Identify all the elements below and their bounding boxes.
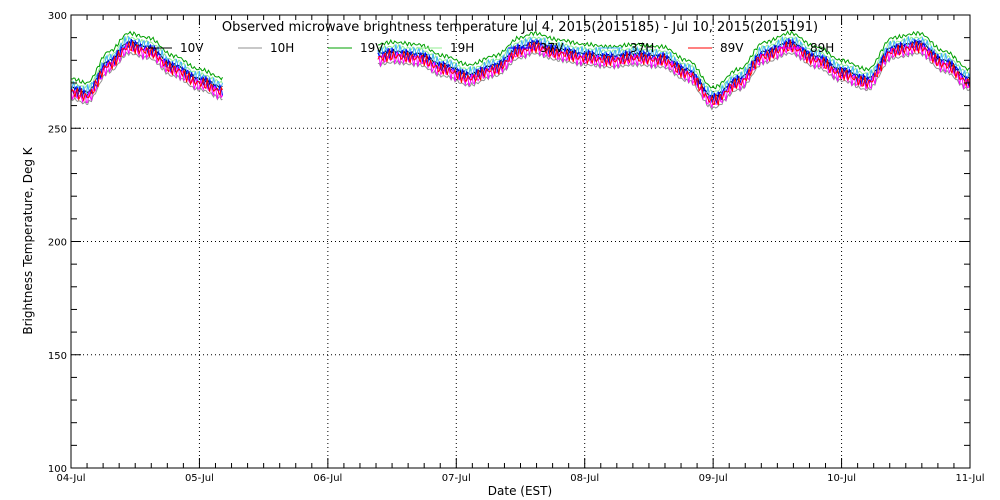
y-tick-label: 300 bbox=[48, 11, 67, 22]
legend-label-19h: 19H bbox=[450, 41, 474, 55]
legend: 10V 10H 19V 19H 37V 37H 89V 89H bbox=[148, 41, 834, 55]
x-tick-label: 09-Jul bbox=[699, 473, 728, 484]
y-tick-label: 250 bbox=[48, 124, 67, 135]
legend-label-89v: 89V bbox=[720, 41, 744, 55]
series-line-19h bbox=[70, 35, 971, 95]
legend-label-19v: 19V bbox=[360, 41, 384, 55]
y-tick-label: 200 bbox=[48, 238, 67, 249]
legend-label-89h: 89H bbox=[810, 41, 834, 55]
x-axis-title: Date (EST) bbox=[488, 484, 552, 498]
axis-ticks: 100 150 200 250 300 04-Jul 05-Jul 06-Jul 07-Jul 0… bbox=[48, 11, 985, 484]
x-tick-label: 06-Jul bbox=[313, 473, 342, 484]
series-line-19v bbox=[70, 30, 971, 90]
x-tick-label: 08-Jul bbox=[570, 473, 599, 484]
legend-label-10h: 10H bbox=[270, 41, 294, 55]
y-tick-label: 150 bbox=[48, 351, 67, 362]
x-tick-label: 04-Jul bbox=[57, 473, 86, 484]
series-layer bbox=[70, 30, 971, 111]
legend-label-10v: 10V bbox=[180, 41, 204, 55]
x-tick-label: 07-Jul bbox=[442, 473, 471, 484]
x-tick-label: 10-Jul bbox=[827, 473, 856, 484]
y-tick-label: 100 bbox=[48, 464, 67, 475]
y-axis-title: Brightness Temperature, Deg K bbox=[21, 146, 35, 334]
legend-label-37h: 37H bbox=[630, 41, 654, 55]
x-tick-label: 05-Jul bbox=[185, 473, 214, 484]
legend-label-37v: 37V bbox=[540, 41, 564, 55]
series-line-89v bbox=[70, 40, 971, 106]
chart-title: Observed microwave brightness temperatur… bbox=[222, 20, 818, 35]
x-tick-label: 11-Jul bbox=[956, 473, 985, 484]
